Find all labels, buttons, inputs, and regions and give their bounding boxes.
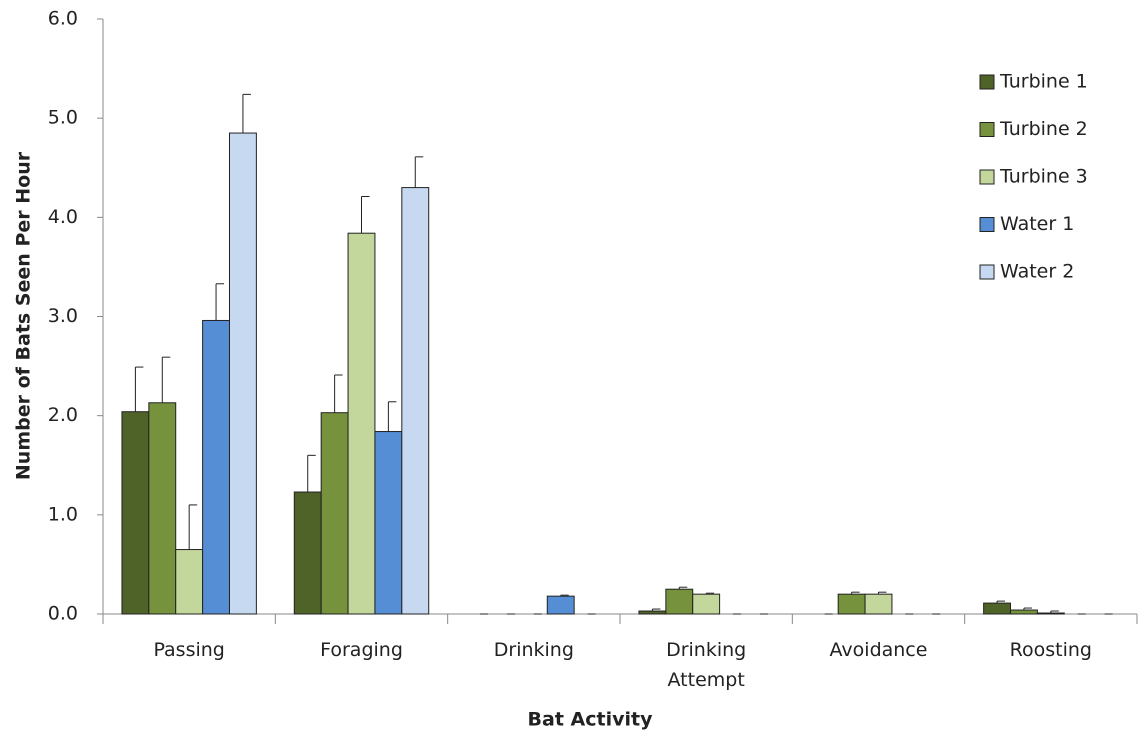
x-tick-label: Passing — [153, 639, 225, 661]
legend-swatch — [979, 264, 995, 280]
legend-label: Water 1 — [1000, 213, 1074, 235]
bar — [202, 319, 230, 615]
y-tick-label: 4.0 — [48, 206, 78, 228]
bar — [347, 232, 376, 615]
x-tick-label: Drinking Attempt — [666, 639, 747, 691]
legend-swatch — [979, 169, 995, 185]
x-tick-label: Roosting — [1009, 639, 1092, 661]
x-axis-title: Bat Activity — [528, 709, 654, 731]
bar — [1010, 609, 1038, 615]
bar — [374, 431, 403, 615]
y-tick-label: 5.0 — [48, 107, 78, 129]
bar — [228, 132, 257, 615]
legend-swatch — [979, 217, 995, 232]
legend-swatch — [979, 122, 995, 137]
bar — [148, 402, 177, 615]
y-axis-title: Number of Bats Seen Per Hour — [13, 151, 35, 480]
bar — [638, 610, 667, 615]
y-tick-label: 1.0 — [48, 503, 78, 525]
legend-label: Water 2 — [1000, 261, 1074, 283]
bar — [692, 593, 721, 615]
legend-label: Turbine 1 — [999, 71, 1088, 93]
bar — [401, 187, 430, 615]
legend-label: Turbine 2 — [999, 118, 1088, 140]
bar — [320, 412, 349, 615]
x-tick-label: Avoidance — [829, 639, 928, 661]
bar — [665, 588, 694, 615]
x-tick-label: Drinking — [493, 639, 574, 661]
y-tick-label: 0.0 — [48, 603, 78, 625]
bar — [864, 593, 893, 615]
x-tick-label: Foraging — [320, 639, 403, 661]
legend-label: Turbine 3 — [999, 166, 1088, 188]
bar — [121, 411, 150, 615]
y-tick-label: 2.0 — [48, 404, 78, 426]
legend-swatch — [979, 74, 995, 90]
bar — [546, 595, 575, 615]
bar — [983, 602, 1012, 615]
bar — [175, 549, 204, 615]
bar — [1036, 612, 1065, 615]
bar — [293, 491, 322, 615]
bar — [837, 593, 866, 615]
y-tick-label: 3.0 — [48, 305, 78, 327]
y-tick-label: 6.0 — [48, 8, 78, 30]
